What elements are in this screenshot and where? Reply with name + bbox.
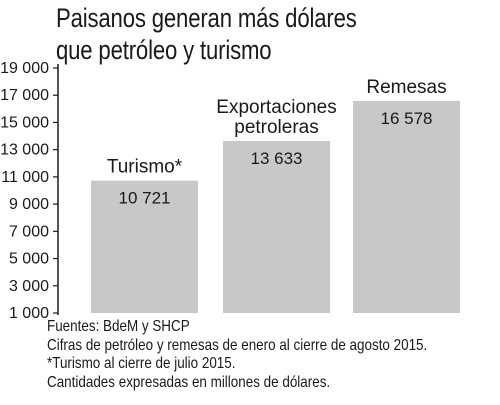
category-label-1-0: Exportaciones: [216, 97, 336, 118]
chart-footer: Fuentes: BdeM y SHCP Cifras de petróleo …: [47, 318, 427, 392]
bar-value-label-2: 16 578: [381, 109, 433, 128]
bar-1: [223, 141, 330, 313]
footer-note-tourism: *Turismo al cierre de julio 2015.: [47, 355, 236, 372]
y-tick-label-8: 17 000: [0, 87, 49, 104]
category-label-1-1: petroleras: [234, 117, 319, 138]
chart-title-line-1: Paisanos generan más dólares: [56, 3, 357, 33]
y-tick-label-5: 11 000: [1, 169, 49, 186]
chart-title-line-2: que petróleo y turismo: [56, 35, 272, 65]
y-tick-label-9: 19 000: [0, 60, 49, 77]
category-label-2-0: Remesas: [366, 77, 446, 98]
y-tick-label-0: 1 000: [9, 305, 49, 322]
footer-note-units: Cantidades expresadas en millones de dól…: [47, 373, 331, 391]
y-tick-label-6: 13 000: [0, 142, 49, 159]
category-label-0-0: Turismo*: [107, 157, 183, 178]
bar-value-label-1: 13 633: [251, 149, 303, 168]
footer-source: Fuentes: BdeM y SHCP: [47, 318, 190, 335]
y-tick-label-1: 3 000: [9, 278, 49, 295]
y-tick-label-4: 9 000: [9, 196, 49, 213]
footer-note-oil-remittances: Cifras de petróleo y remesas de enero al…: [47, 336, 428, 354]
bar-value-label-0: 10 721: [119, 189, 171, 208]
bar-0: [91, 180, 198, 313]
y-tick-label-2: 5 000: [9, 251, 49, 268]
y-tick-label-3: 7 000: [9, 223, 49, 240]
chart-title: Paisanos generan más dólares que petróle…: [56, 2, 357, 66]
y-tick-label-7: 15 000: [0, 114, 49, 131]
bar-2: [353, 100, 460, 313]
